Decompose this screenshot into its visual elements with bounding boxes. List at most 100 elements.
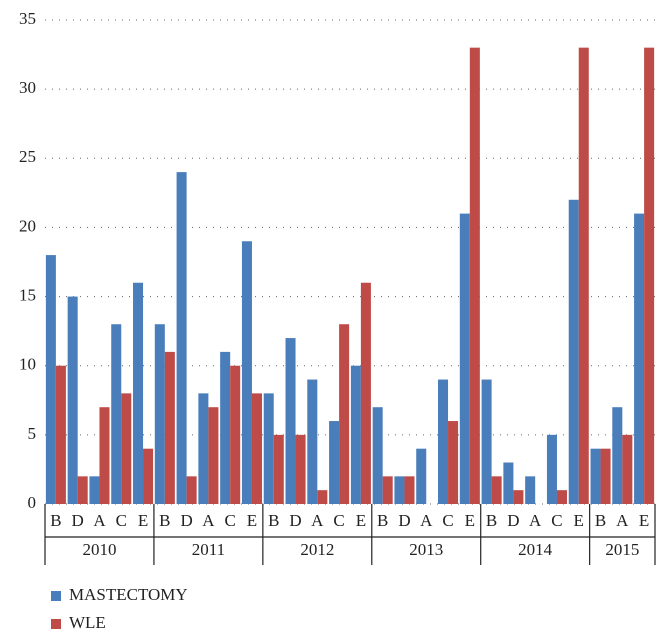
x-tick-label: B xyxy=(595,511,606,530)
bar xyxy=(307,379,318,504)
legend-swatch xyxy=(51,591,61,601)
group-label: 2012 xyxy=(300,540,334,559)
bar xyxy=(285,338,296,504)
bar xyxy=(568,199,579,504)
bar xyxy=(600,448,611,504)
x-tick-label: B xyxy=(50,511,61,530)
group-label: 2010 xyxy=(82,540,116,559)
x-tick-label: E xyxy=(465,511,475,530)
bar xyxy=(133,282,144,504)
x-tick-label: E xyxy=(247,511,257,530)
x-tick-label: C xyxy=(225,511,236,530)
bar xyxy=(241,241,252,504)
x-tick-label: A xyxy=(311,511,324,530)
bar xyxy=(198,393,209,504)
legend-label: MASTECTOMY xyxy=(69,585,188,604)
bar xyxy=(382,476,393,504)
bar xyxy=(295,434,306,504)
bar xyxy=(438,379,449,504)
x-tick-label: D xyxy=(507,511,519,530)
bar xyxy=(360,282,371,504)
x-tick-label: D xyxy=(398,511,410,530)
x-tick-label: B xyxy=(486,511,497,530)
bar xyxy=(622,434,633,504)
bar xyxy=(612,407,623,504)
x-tick-label: C xyxy=(442,511,453,530)
y-tick-label: 20 xyxy=(19,216,36,235)
bar xyxy=(89,476,100,504)
x-tick-label: D xyxy=(72,511,84,530)
bar xyxy=(394,476,405,504)
x-tick-label: B xyxy=(159,511,170,530)
bar xyxy=(99,407,110,504)
bar xyxy=(416,448,427,504)
y-tick-label: 0 xyxy=(28,493,37,512)
x-tick-label: A xyxy=(616,511,629,530)
y-tick-label: 25 xyxy=(19,147,36,166)
bar xyxy=(45,255,56,504)
bar xyxy=(55,365,66,504)
bar xyxy=(143,448,154,504)
bar xyxy=(208,407,219,504)
bar xyxy=(469,47,480,505)
x-tick-label: B xyxy=(377,511,388,530)
group-label: 2011 xyxy=(192,540,225,559)
bar xyxy=(164,351,175,504)
x-tick-label: E xyxy=(574,511,584,530)
bar xyxy=(525,476,536,504)
x-tick-label: C xyxy=(116,511,127,530)
legend-label: WLE xyxy=(69,613,106,632)
y-tick-label: 30 xyxy=(19,78,36,97)
bar xyxy=(317,490,328,504)
bar xyxy=(176,172,187,504)
x-tick-label: A xyxy=(420,511,433,530)
bar xyxy=(404,476,415,504)
y-tick-label: 15 xyxy=(19,285,36,304)
bar xyxy=(372,407,383,504)
x-tick-label: A xyxy=(202,511,215,530)
bar xyxy=(220,351,231,504)
bar xyxy=(186,476,197,504)
group-label: 2014 xyxy=(518,540,553,559)
bar xyxy=(251,393,262,504)
x-tick-label: E xyxy=(639,511,649,530)
bar xyxy=(503,462,514,504)
x-tick-label: D xyxy=(180,511,192,530)
bar xyxy=(77,476,88,504)
x-tick-label: D xyxy=(289,511,301,530)
bar xyxy=(339,324,350,504)
bar xyxy=(329,421,340,504)
x-tick-label: A xyxy=(93,511,106,530)
bar xyxy=(556,490,567,504)
bar xyxy=(644,47,655,505)
bar xyxy=(578,47,589,505)
bar xyxy=(459,213,470,504)
bar xyxy=(263,393,274,504)
legend-swatch xyxy=(51,619,61,629)
bar xyxy=(634,213,645,504)
bar xyxy=(273,434,284,504)
bar xyxy=(448,421,459,504)
y-tick-label: 10 xyxy=(19,355,36,374)
y-tick-label: 5 xyxy=(28,424,37,443)
bar xyxy=(546,434,557,504)
x-tick-label: A xyxy=(529,511,542,530)
x-tick-label: C xyxy=(333,511,344,530)
bar xyxy=(491,476,502,504)
x-tick-label: B xyxy=(268,511,279,530)
y-tick-label: 35 xyxy=(19,9,36,28)
x-tick-label: C xyxy=(551,511,562,530)
bar xyxy=(154,324,165,504)
x-tick-label: E xyxy=(138,511,148,530)
bar xyxy=(121,393,132,504)
bar xyxy=(111,324,122,504)
x-tick-label: E xyxy=(356,511,366,530)
group-label: 2013 xyxy=(409,540,443,559)
bar xyxy=(350,365,361,504)
bar xyxy=(590,448,601,504)
bar xyxy=(481,379,492,504)
bar xyxy=(230,365,241,504)
bar xyxy=(67,296,78,504)
